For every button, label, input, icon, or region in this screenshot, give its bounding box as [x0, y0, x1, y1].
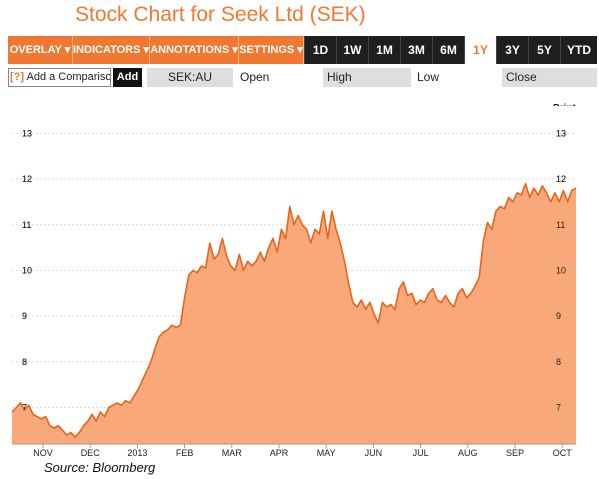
price-area	[12, 183, 576, 444]
y-tick-label-left: 8	[22, 357, 27, 367]
y-tick-label-right-overlay: 7	[556, 402, 561, 412]
x-tick-label-nov: NOV	[33, 448, 53, 458]
range-1d-button[interactable]: 1D	[304, 36, 336, 64]
help-icon[interactable]: [?]	[10, 71, 25, 83]
x-tick-label-jun: JUN	[365, 448, 383, 458]
x-tick-label-sep: SEP	[506, 448, 524, 458]
y-tick-label-right-overlay: 8	[556, 357, 561, 367]
y-tick-label-left-overlay: 11	[22, 220, 31, 230]
price-chart: 7788991010111112121313778899101011111212…	[11, 106, 577, 458]
x-tick-label-apr: APR	[270, 448, 289, 458]
range-1y-button[interactable]: 1Y	[464, 36, 496, 64]
x-tick-label-dec: DEC	[81, 448, 101, 458]
add-comparison-button[interactable]: Add	[113, 68, 142, 87]
y-tick-label-right: 13	[556, 128, 566, 138]
y-tick-label-left: 10	[22, 265, 32, 275]
y-tick-label-right-overlay: 10	[556, 265, 566, 275]
quote-row: [?] Add a Comparison Add SEK:AU Open Hig…	[8, 67, 597, 89]
price-line	[11, 182, 577, 438]
range-3y-button[interactable]: 3Y	[496, 36, 528, 64]
x-tick-label-jul: JUL	[413, 448, 429, 458]
range-1w-button[interactable]: 1W	[336, 36, 368, 64]
overlay-menu-button[interactable]: OVERLAY ▾	[8, 36, 73, 64]
indicators-menu-button[interactable]: INDICATORS ▾	[73, 36, 150, 64]
y-tick-label-left: 13	[22, 128, 32, 138]
y-tick-label-right-overlay: 11	[556, 220, 565, 230]
comparison-input[interactable]: [?] Add a Comparison	[8, 68, 111, 87]
low-label: Low	[417, 70, 440, 84]
open-label: Open	[240, 70, 270, 84]
range-3m-button[interactable]: 3M	[400, 36, 432, 64]
high-label: High	[323, 68, 411, 87]
x-tick-label-may: MAY	[317, 448, 336, 458]
source-note: Source: Bloomberg	[44, 460, 156, 475]
x-tick-label-aug: AUG	[458, 448, 478, 458]
y-tick-label-left-overlay: 8	[22, 357, 27, 367]
y-tick-label-left: 12	[22, 174, 32, 184]
comparison-placeholder: Add a Comparison	[26, 71, 111, 83]
y-tick-label-left: 11	[22, 220, 31, 230]
x-tick-label-2013: 2013	[127, 448, 147, 458]
y-tick-label-right-overlay: 13	[556, 128, 566, 138]
range-ytd-button[interactable]: YTD	[560, 36, 597, 64]
y-tick-label-right: 12	[556, 174, 566, 184]
y-tick-label-left-overlay: 10	[22, 265, 32, 275]
y-tick-label-left-overlay: 9	[22, 311, 27, 321]
ticker-symbol: SEK:AU	[147, 68, 233, 87]
y-tick-label-left-overlay: 7	[22, 402, 27, 412]
x-tick-label-feb: FEB	[176, 448, 194, 458]
y-tick-label-left: 7	[22, 402, 27, 412]
range-5y-button[interactable]: 5Y	[528, 36, 560, 64]
settings-menu-button[interactable]: SETTINGS ▾	[239, 36, 304, 64]
range-1m-button[interactable]: 1M	[368, 36, 400, 64]
x-tick-label-mar: MAR	[222, 448, 243, 458]
annotations-menu-button[interactable]: ANNOTATIONS ▾	[150, 36, 239, 64]
y-tick-label-left: 9	[22, 311, 27, 321]
y-tick-label-left-overlay: 13	[22, 128, 32, 138]
chart-toolbar: OVERLAY ▾ INDICATORS ▾ ANNOTATIONS ▾ SET…	[8, 36, 597, 64]
y-tick-label-left-overlay: 12	[22, 174, 32, 184]
x-tick-label-oct: OCT	[553, 448, 573, 458]
close-label: Close	[502, 68, 597, 87]
page-title: Stock Chart for Seek Ltd (SEK)	[75, 3, 366, 26]
range-6m-button[interactable]: 6M	[432, 36, 464, 64]
y-tick-label-right-overlay: 9	[556, 311, 561, 321]
y-tick-label-right-overlay: 12	[556, 174, 566, 184]
